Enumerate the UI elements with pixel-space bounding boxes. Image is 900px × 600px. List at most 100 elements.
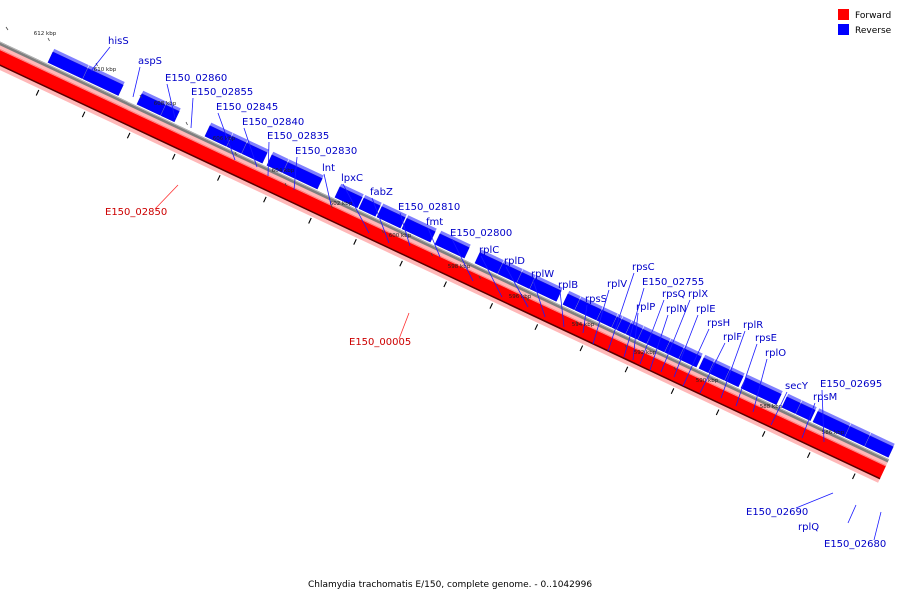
kbp-tick-label: 600 kbp: [389, 233, 412, 239]
reverse-gene-block: [334, 186, 363, 209]
legend-label-forward: Forward: [855, 11, 891, 21]
reverse-gene-block: [678, 348, 702, 368]
gene-leader-line: [90, 46, 111, 72]
gene-label-rpsc: rpsC: [632, 262, 655, 273]
reverse-gene-top-face: [800, 400, 817, 411]
reverse-gene-top-face: [849, 423, 871, 436]
gene-label-e150-02755: E150_02755: [642, 277, 704, 288]
axis-tick: [381, 229, 384, 234]
gene-label-hiss: hisS: [108, 36, 129, 47]
reverse-gene-top-face: [601, 306, 618, 317]
gene-label-fabz: fabZ: [370, 187, 393, 198]
axis-tick: [526, 297, 529, 302]
reverse-gene-top-face: [817, 408, 851, 427]
reverse-gene-top-face: [165, 102, 181, 112]
gene-label-e150-02845: E150_02845: [216, 102, 278, 113]
axis-tick: [478, 275, 481, 280]
reverse-gene-block: [664, 341, 684, 359]
gene-label-e150-00005: E150_00005: [349, 337, 411, 348]
gene-label-e150-02690: E150_02690: [746, 507, 808, 518]
reverse-gene-block: [47, 51, 88, 79]
reverse-gene-block: [82, 68, 124, 96]
gene-label-rpld: rplD: [504, 256, 525, 267]
kbp-tick-label: 586 kbp: [822, 430, 845, 436]
reverse-gene-top-face: [339, 183, 364, 198]
lower-ticks: [35, 89, 856, 480]
gene-leader-line: [821, 389, 825, 443]
gene-label-e150-02800: E150_02800: [450, 228, 512, 239]
kbp-tick-label: 592 kbp: [634, 350, 657, 356]
kbp-tick-label: 588 kbp: [760, 404, 783, 410]
gene-label-e150-02860: E150_02860: [165, 73, 227, 84]
gene-leader-line: [398, 312, 410, 340]
reverse-gene-top-face: [141, 90, 167, 105]
forward-strand-bottom-shade: [0, 48, 881, 480]
gene-label-rpss: rpsS: [585, 294, 607, 305]
reverse-gene-block: [282, 162, 323, 190]
lower-tick: [534, 324, 539, 331]
gene-label-lnt: lnt: [322, 163, 335, 174]
lower-tick: [35, 89, 40, 96]
reverse-gene-top-face: [745, 374, 783, 395]
gene-label-rplc: rplC: [479, 245, 499, 256]
lower-tick: [852, 473, 856, 480]
reverse-gene-block: [136, 93, 166, 116]
label-layer: 612 kbp 610 kbp 608 kbp 606 kbp 604 kbp 602 k…: [5, 26, 886, 550]
axis-tick: [185, 121, 188, 126]
lower-tick: [263, 196, 267, 203]
gene-leader-line: [592, 289, 610, 345]
gene-label-rplo: rplO: [765, 348, 786, 359]
kbp-tick-label: 598 kbp: [448, 264, 471, 270]
gene-label-rplv: rplV: [607, 279, 627, 290]
reverse-gene-top-face: [406, 215, 437, 232]
reverse-gene-top-face: [621, 316, 632, 324]
axis-tick: [139, 94, 142, 99]
gene-leader-line: [190, 97, 194, 129]
axis-tick: [234, 151, 237, 156]
reverse-gene-top-face: [246, 140, 269, 153]
gene-label-rpse: rpsE: [755, 333, 777, 344]
forward-strand: [0, 36, 887, 480]
axis-tick: [284, 182, 287, 187]
axis-tick: [5, 26, 9, 31]
gene-leader-line: [243, 127, 258, 168]
axis-tick: [95, 62, 98, 67]
reverse-gene-block: [562, 293, 580, 311]
gene-label-e150-02855: E150_02855: [191, 87, 253, 98]
gene-leader-line: [559, 290, 565, 328]
gene-label-e150-02840: E150_02840: [242, 117, 304, 128]
reverse-gene-block: [637, 328, 652, 344]
reverse-gene-top-face: [729, 366, 745, 377]
gene-leader-line: [293, 156, 298, 191]
gene-label-rplf: rplF: [723, 332, 742, 343]
gene-leader-line: [217, 112, 236, 161]
reverse-gene-block: [844, 426, 870, 447]
forward-strand-top-highlight: [0, 36, 887, 467]
reverse-gene-top-face: [87, 65, 125, 86]
kbp-tick-label: 606 kbp: [213, 136, 236, 142]
reverse-gene-top-face: [479, 249, 504, 264]
legend-label-reverse: Reverse: [855, 26, 892, 36]
gene-leader-line: [639, 299, 665, 365]
gene-leader-line: [632, 312, 639, 361]
reverse-gene-block: [611, 316, 622, 330]
lower-tick: [443, 281, 447, 288]
gene-label-rpln: rplN: [666, 304, 687, 315]
gene-leader-line: [267, 141, 270, 177]
gene-label-rplb: rplB: [558, 280, 578, 291]
gene-label-asps: aspS: [138, 56, 162, 67]
lower-tick: [806, 452, 811, 459]
gene-leader-line: [371, 197, 390, 244]
reverse-gene-top-face: [786, 393, 802, 404]
legend-swatch-forward: [838, 9, 849, 20]
gene-leader-line: [720, 330, 746, 399]
gene-label-e150-02680: E150_02680: [824, 539, 886, 550]
gene-leader-line: [342, 183, 370, 234]
reverse-gene-top-face: [567, 290, 581, 300]
lower-tick: [489, 302, 494, 309]
gene-leader-line: [451, 238, 474, 282]
kbp-tick-label: 608 kbp: [154, 101, 177, 107]
axis-tick: [47, 37, 50, 42]
lower-tick: [579, 345, 584, 352]
gene-label-rplp: rplP: [636, 302, 655, 313]
